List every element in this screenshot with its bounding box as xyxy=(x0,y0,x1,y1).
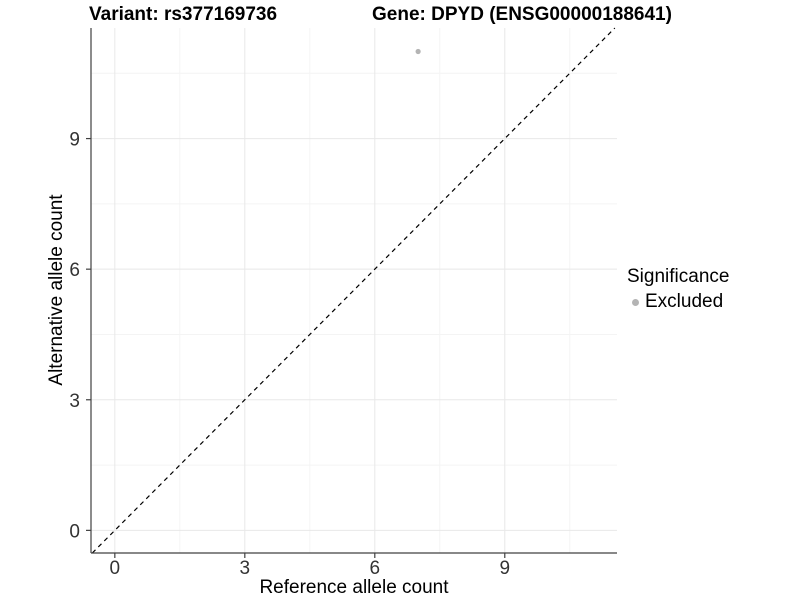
variant-title: Variant: rs377169736 xyxy=(89,4,278,25)
legend-entry-label: Excluded xyxy=(645,291,724,312)
excluded-point-icon xyxy=(632,298,639,306)
x-axis-title: Reference allele count xyxy=(259,577,449,598)
identity-dashed-line xyxy=(91,27,616,554)
y-axis-title: Alternative allele count xyxy=(46,194,67,386)
legend-title: Significance xyxy=(627,266,730,287)
data-point xyxy=(415,48,421,55)
x-tick-label: 3 xyxy=(240,558,251,579)
x-tick-label: 9 xyxy=(499,558,510,579)
legend-entry-excluded: Excluded xyxy=(632,291,797,313)
x-tick-label: 0 xyxy=(110,558,121,579)
gene-title: Gene: DPYD (ENSG00000188641) xyxy=(372,4,672,25)
y-tick-label: 6 xyxy=(69,260,80,281)
y-tick-label: 9 xyxy=(69,130,80,151)
legend: Significance Excluded xyxy=(627,266,797,313)
x-tick-label: 6 xyxy=(370,558,381,579)
y-tick-label: 0 xyxy=(69,521,80,542)
y-tick-label: 3 xyxy=(69,391,80,412)
